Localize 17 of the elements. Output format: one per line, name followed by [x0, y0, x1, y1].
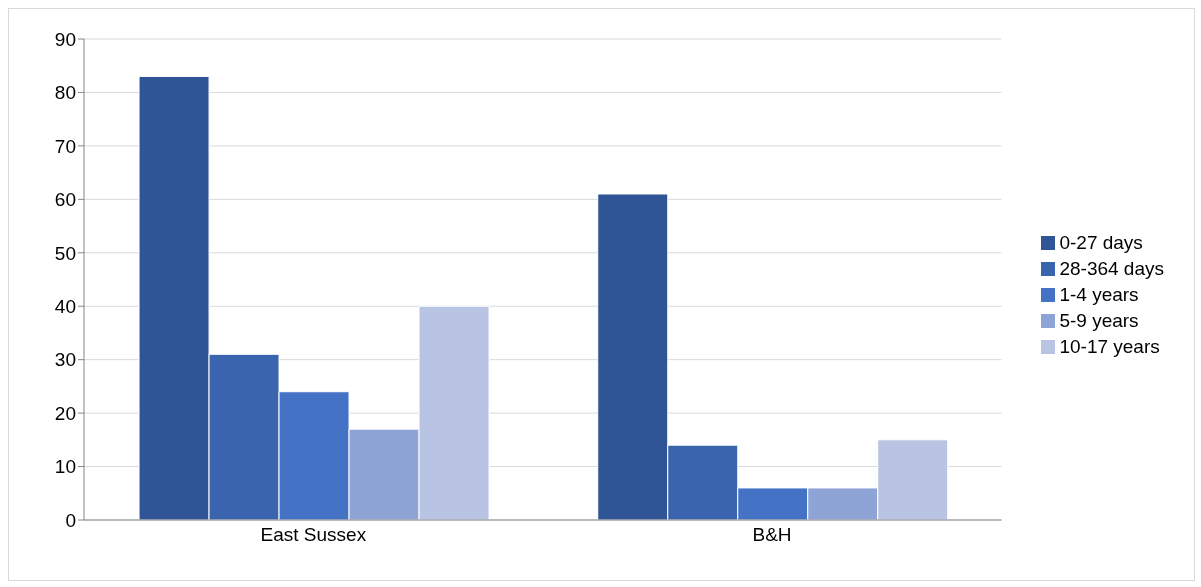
- y-tick-label: 90: [54, 28, 76, 50]
- y-tick-label: 10: [54, 456, 76, 478]
- legend-label: 28-364 days: [1059, 257, 1164, 279]
- legend-label: 1-4 years: [1059, 283, 1139, 305]
- y-tick-label: 50: [54, 242, 76, 264]
- legend-label: 0-27 days: [1059, 231, 1143, 253]
- y-tick-label: 30: [54, 349, 76, 371]
- y-tick-label: 60: [54, 189, 76, 211]
- y-tick-label: 0: [65, 509, 76, 531]
- x-tick-label: B&H: [752, 524, 792, 546]
- y-tick-label: 80: [54, 82, 76, 104]
- y-tick-label: 40: [54, 295, 76, 317]
- legend-label: 5-9 years: [1059, 309, 1139, 331]
- x-tick-label: East Sussex: [260, 524, 367, 546]
- y-tick-label: 70: [54, 135, 76, 157]
- legend-label: 10-17 years: [1059, 335, 1160, 357]
- y-tick-label: 20: [54, 402, 76, 424]
